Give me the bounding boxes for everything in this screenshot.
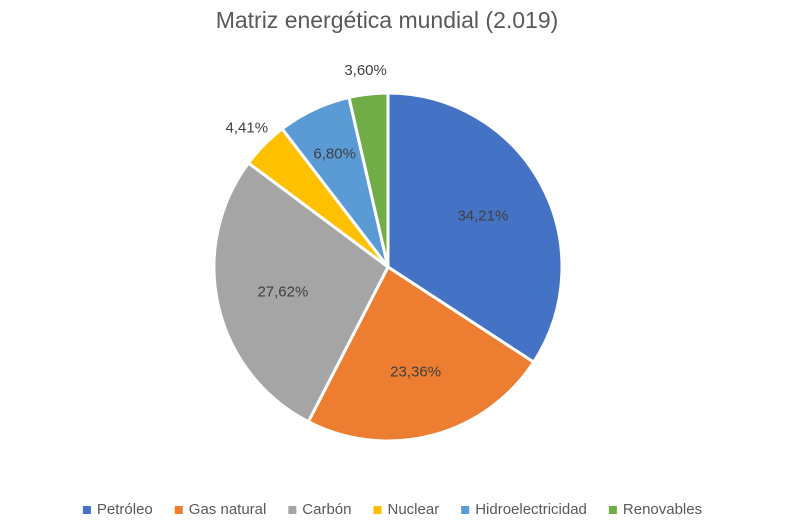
legend-swatch-carb-n [288,506,297,514]
data-label-carb-n: 27,62% [257,283,308,300]
legend-swatch-nuclear [373,506,382,514]
data-label-petr-leo: 34,21% [457,208,508,225]
data-label-nuclear: 4,41% [226,120,269,137]
pie-slices [212,91,564,443]
data-labels: 34,21% 23,36% 27,62% 4,41% 6,80% 3,60% [226,62,509,380]
legend-swatch-gas-natural [174,506,183,514]
legend-swatch-hidroelectricidad [461,506,470,514]
legend-swatch-petr-leo [82,506,91,514]
data-label-hidroelectricidad: 6,80% [313,146,356,163]
legend-label-hidroelectricidad: Hidroelectricidad [475,501,587,518]
legend: Petróleo Gas natural Carbón Nuclear Hidroele… [82,501,702,518]
data-label-renovables: 3,60% [344,62,387,79]
legend-label-nuclear: Nuclear [388,501,440,518]
data-label-gas-natural: 23,36% [390,363,441,380]
legend-swatch-renovables [608,506,617,514]
legend-label-renovables: Renovables [623,501,702,518]
legend-label-gas-natural: Gas natural [189,501,267,518]
pie-slice-renovables [347,91,390,268]
pie-slice-carb-n [212,160,390,424]
chart-title: Matriz energética mundial (2.019) [216,7,559,33]
legend-label-petr-leo: Petróleo [97,501,153,518]
legend-label-carb-n: Carbón [302,501,351,518]
pie-slice-gas-natural [306,264,536,443]
